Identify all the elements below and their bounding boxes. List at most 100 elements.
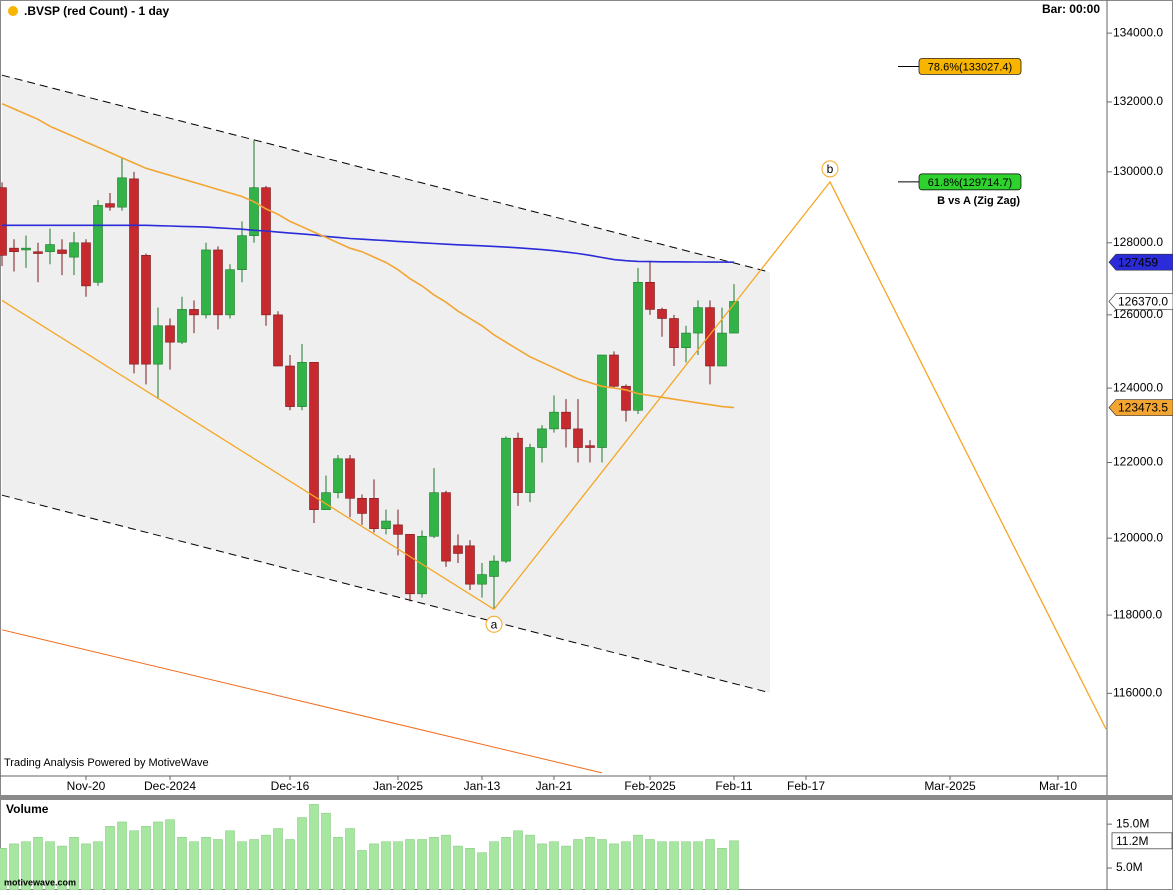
x-tick-label: Jan-13 (464, 779, 501, 793)
footer: Trading Analysis Powered by MotiveWave (4, 757, 209, 769)
candle-body (657, 309, 667, 319)
plot-area (0, 74, 1107, 774)
candle-body (381, 520, 391, 529)
candle-body (69, 242, 79, 258)
candle-body (693, 307, 703, 334)
volume-bar (213, 839, 223, 890)
candle-body (333, 458, 343, 493)
x-tick-label: Jan-2025 (373, 779, 423, 793)
wave-marker (821, 160, 839, 178)
volume-bar (573, 839, 583, 890)
x-tick-label: Feb-17 (787, 779, 825, 793)
volume-bar (369, 843, 379, 890)
volume-bar (441, 834, 451, 890)
candle-body (177, 309, 187, 343)
candle-body (441, 492, 451, 562)
volume-bar (45, 841, 55, 890)
candle-body (153, 325, 163, 365)
fib-box (918, 173, 1022, 191)
candle-body (261, 187, 271, 316)
x-tick-label: Dec-16 (271, 779, 310, 793)
wave-label: b (827, 162, 834, 176)
candle-body (597, 354, 607, 448)
candle-body (213, 249, 223, 316)
volume-bar (225, 830, 235, 890)
y-tick-label: 118000.0 (1113, 607, 1162, 621)
volume-bar (513, 830, 523, 890)
wave-line (1, 180, 1107, 730)
y-tick-label: 128000.0 (1113, 235, 1163, 249)
volume-bar (729, 840, 739, 890)
y-tick-label: 5.0M (1116, 860, 1143, 874)
candle-body (45, 244, 55, 253)
candle-body (525, 447, 535, 493)
volume-bar (417, 839, 427, 890)
watermark: motivewave.com (4, 877, 76, 887)
volume-bar (693, 841, 703, 890)
volume-bar (405, 839, 415, 890)
volume-bar (465, 848, 475, 890)
candle-body (357, 498, 367, 514)
volume-bar (393, 841, 403, 890)
candle-body (189, 309, 199, 316)
volume-bar (129, 830, 139, 890)
volume-bar (561, 845, 571, 890)
x-tick-label: Dec-2024 (144, 779, 196, 793)
price-label: 126370.0 (1118, 295, 1168, 309)
volume-bar (633, 834, 643, 890)
candle-body (585, 445, 595, 448)
fib-label: 61.8%(129714.7) (928, 177, 1012, 189)
y-tick-label: 120000.0 (1113, 530, 1163, 544)
wave-marker (485, 615, 503, 633)
candle-body (225, 269, 235, 316)
candle-body (345, 458, 355, 499)
price-flag (1108, 253, 1173, 271)
trendline (1, 494, 771, 694)
symbol-dot (8, 6, 18, 16)
volume-bar (321, 812, 331, 890)
volume-bar (309, 804, 319, 890)
candle-body (57, 249, 67, 254)
candle-body (165, 325, 175, 343)
volume-bar (141, 826, 151, 890)
x-tick-label: Mar-10 (1039, 779, 1077, 793)
candle-body (9, 247, 19, 253)
candle-body (285, 365, 295, 407)
x-tick-label: Mar-2025 (924, 779, 976, 793)
y-tick-label: 124000.0 (1113, 380, 1163, 394)
candle-body (681, 332, 691, 348)
candle-body (33, 251, 43, 254)
volume-bar (81, 843, 91, 890)
candle-body (81, 242, 91, 287)
candle-body (273, 314, 283, 367)
wave-label: a (491, 617, 498, 631)
volume-bar (189, 841, 199, 890)
candle-body (549, 411, 559, 430)
candle-body (561, 411, 571, 430)
volume-bar (621, 841, 631, 890)
candle-body (537, 428, 547, 448)
candle-body (141, 255, 151, 365)
volume-bar (501, 837, 511, 890)
candle-body (249, 187, 259, 236)
candle-body (669, 318, 679, 348)
volume-bar (345, 828, 355, 890)
candle-body (621, 385, 631, 411)
volume-bar (69, 837, 79, 890)
volume-bar (585, 837, 595, 890)
price-flag (1108, 399, 1173, 416)
volume-flag (1111, 832, 1173, 850)
candle-body (21, 247, 31, 251)
price-label: 123473.5 (1118, 401, 1168, 415)
volume-bar (273, 828, 283, 890)
volume-area (0, 804, 739, 890)
candle-body (393, 524, 403, 535)
candle-body (129, 178, 139, 365)
candle-body (417, 535, 427, 595)
bar-time: Bar: 00:00 (1042, 2, 1100, 16)
candle-body (453, 545, 463, 554)
volume-bar (153, 821, 163, 890)
volume-bar (537, 843, 547, 890)
moving-average (1, 102, 735, 409)
